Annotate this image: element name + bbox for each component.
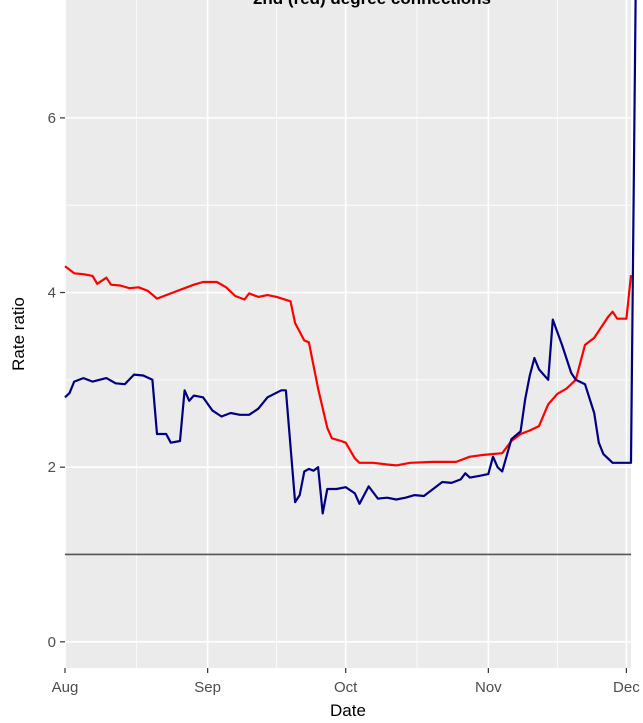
x-tick-label: Dec bbox=[613, 679, 640, 696]
x-tick-label: Oct bbox=[334, 679, 358, 696]
chart-title: 2nd (red) degree connections bbox=[253, 0, 491, 8]
y-tick-label: 0 bbox=[48, 634, 56, 651]
x-tick-label: Aug bbox=[52, 679, 79, 696]
y-axis-title: Rate ratio bbox=[9, 297, 28, 371]
grid-lines bbox=[64, 0, 631, 668]
plot-panel bbox=[65, 0, 631, 668]
axis-ticks: Aug Sep Oct Nov Dec 0 2 4 6 bbox=[48, 110, 641, 696]
x-axis-title: Date bbox=[330, 701, 366, 720]
x-tick-label: Nov bbox=[475, 679, 502, 696]
y-tick-label: 2 bbox=[48, 459, 56, 476]
x-tick-label: Sep bbox=[194, 679, 221, 696]
y-tick-label: 6 bbox=[48, 110, 56, 127]
series-line-red bbox=[64, 265, 633, 467]
y-tick-label: 4 bbox=[48, 285, 56, 302]
series-line-navy bbox=[64, 0, 637, 515]
